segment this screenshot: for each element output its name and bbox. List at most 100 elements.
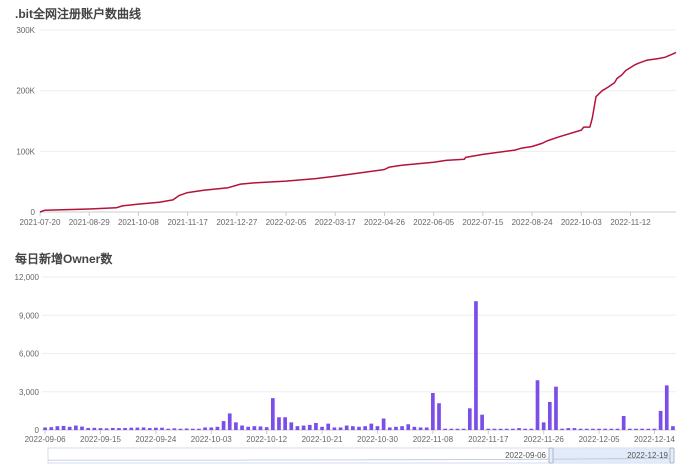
daily-owner-bar [461,428,466,430]
daily-owner-bar [566,428,571,430]
daily-owner-bar [412,426,417,430]
daily-owner-bar [295,426,300,430]
daily-owner-bar [147,428,152,430]
line-xtick-label: 2021-07-20 [20,218,61,227]
daily-owner-bar [615,428,620,430]
daily-owner-bar [264,427,269,430]
daily-owner-bar [498,428,503,430]
daily-owner-bar [154,427,158,430]
daily-owner-bar [671,426,675,430]
daily-owner-bar [455,428,460,430]
daily-owner-bar [141,427,146,430]
daily-owner-bar [301,425,306,430]
daily-owner-bar [197,428,201,430]
bar-xtick-label: 2022-12-05 [579,435,620,444]
daily-owner-bar [375,426,380,430]
line-ytick-label: 0 [31,208,36,217]
daily-owner-bar [387,427,392,430]
daily-owner-bar [646,428,651,430]
bar-xtick-label: 2022-10-30 [357,435,398,444]
line-xtick-label: 2022-08-24 [512,218,553,227]
line-xtick-label: 2021-11-17 [167,218,208,227]
datazoom-end-label: 2022-12-19 [627,451,668,460]
daily-owner-bar [289,422,294,430]
daily-owner-bar [504,428,509,430]
daily-owner-bar [246,426,251,430]
daily-owner-bar [437,403,441,430]
line-ytick-label: 100K [16,147,35,156]
daily-owner-bar [172,428,177,430]
line-xtick-label: 2022-04-26 [364,218,405,227]
datazoom-end-handle[interactable] [669,447,675,464]
line-chart-title: .bit全网注册账户数曲线 [15,7,141,21]
daily-owner-bar [547,401,552,430]
daily-owner-bar [369,423,374,431]
bar-xtick-label: 2022-09-06 [25,435,66,444]
daily-owner-bar [578,428,583,430]
daily-owner-bar [652,428,657,430]
daily-owner-bar [492,428,497,430]
registered-accounts-line [39,51,677,213]
daily-owner-bar [203,427,207,430]
daily-owner-bar [597,428,601,430]
daily-owner-bar [190,428,195,430]
daily-owner-bar [129,427,134,430]
bar-xtick-label: 2022-09-15 [80,435,121,444]
daily-owner-bar [418,427,423,430]
line-xtick-label: 2022-11-12 [610,218,651,227]
bar-ytick-label: 0 [35,426,40,435]
daily-owner-bar [277,417,281,430]
daily-owner-bar [400,426,404,430]
daily-owner-bar [307,424,312,430]
line-xtick-label: 2021-10-08 [118,218,159,227]
daily-owner-bar [184,428,189,430]
daily-owner-bar [61,425,66,430]
daily-owner-bar [664,385,669,431]
daily-owner-bar [123,427,127,430]
datazoom-start-handle[interactable] [548,447,554,464]
daily-owner-bar [640,428,644,430]
daily-owner-bar [572,428,577,430]
line-xtick-label: 2022-02-05 [266,218,307,227]
daily-owner-bar [326,423,331,431]
daily-owner-bar [258,426,263,430]
daily-owner-bar [98,428,103,430]
daily-owner-bar [486,428,491,430]
daily-owner-bar [449,428,454,430]
daily-owner-bar [474,301,478,430]
daily-owner-bar [511,428,515,430]
daily-owner-bar [394,426,398,430]
daily-owner-bar [535,380,540,430]
daily-owner-bar [443,428,448,430]
bar-xtick-label: 2022-09-24 [135,435,176,444]
daily-owner-bar [240,425,244,430]
daily-owner-bar [92,427,97,430]
bar-ytick-label: 6,000 [19,350,40,359]
daily-owner-bar [209,427,214,430]
line-xtick-label: 2021-12-27 [216,218,257,227]
daily-owner-bar [406,424,411,430]
daily-owner-bar [584,428,589,430]
bar-xtick-label: 2022-10-21 [302,435,343,444]
bar-xtick-label: 2022-10-03 [191,435,232,444]
daily-owner-bar [554,386,558,430]
daily-owner-bar [344,425,349,430]
daily-owner-bar [221,421,226,430]
daily-owner-bar [523,428,528,430]
bar-ytick-label: 9,000 [19,311,40,320]
datazoom-start-label: 2022-09-06 [505,451,546,460]
bar-chart-title: 每日新增Owner数 [15,252,113,266]
daily-owner-bar [320,426,324,430]
daily-owner-bar [110,427,115,430]
daily-owner-bar [357,426,361,430]
bar-xtick-label: 2022-11-17 [468,435,509,444]
daily-owner-bar [332,427,337,430]
daily-owner-bar [431,393,435,430]
daily-owner-bar [166,428,171,430]
daily-owner-bar [314,422,318,430]
daily-owner-bar [80,426,84,430]
daily-owner-bar [381,418,386,430]
line-ytick-label: 200K [16,87,35,96]
line-xtick-label: 2022-10-03 [561,218,602,227]
